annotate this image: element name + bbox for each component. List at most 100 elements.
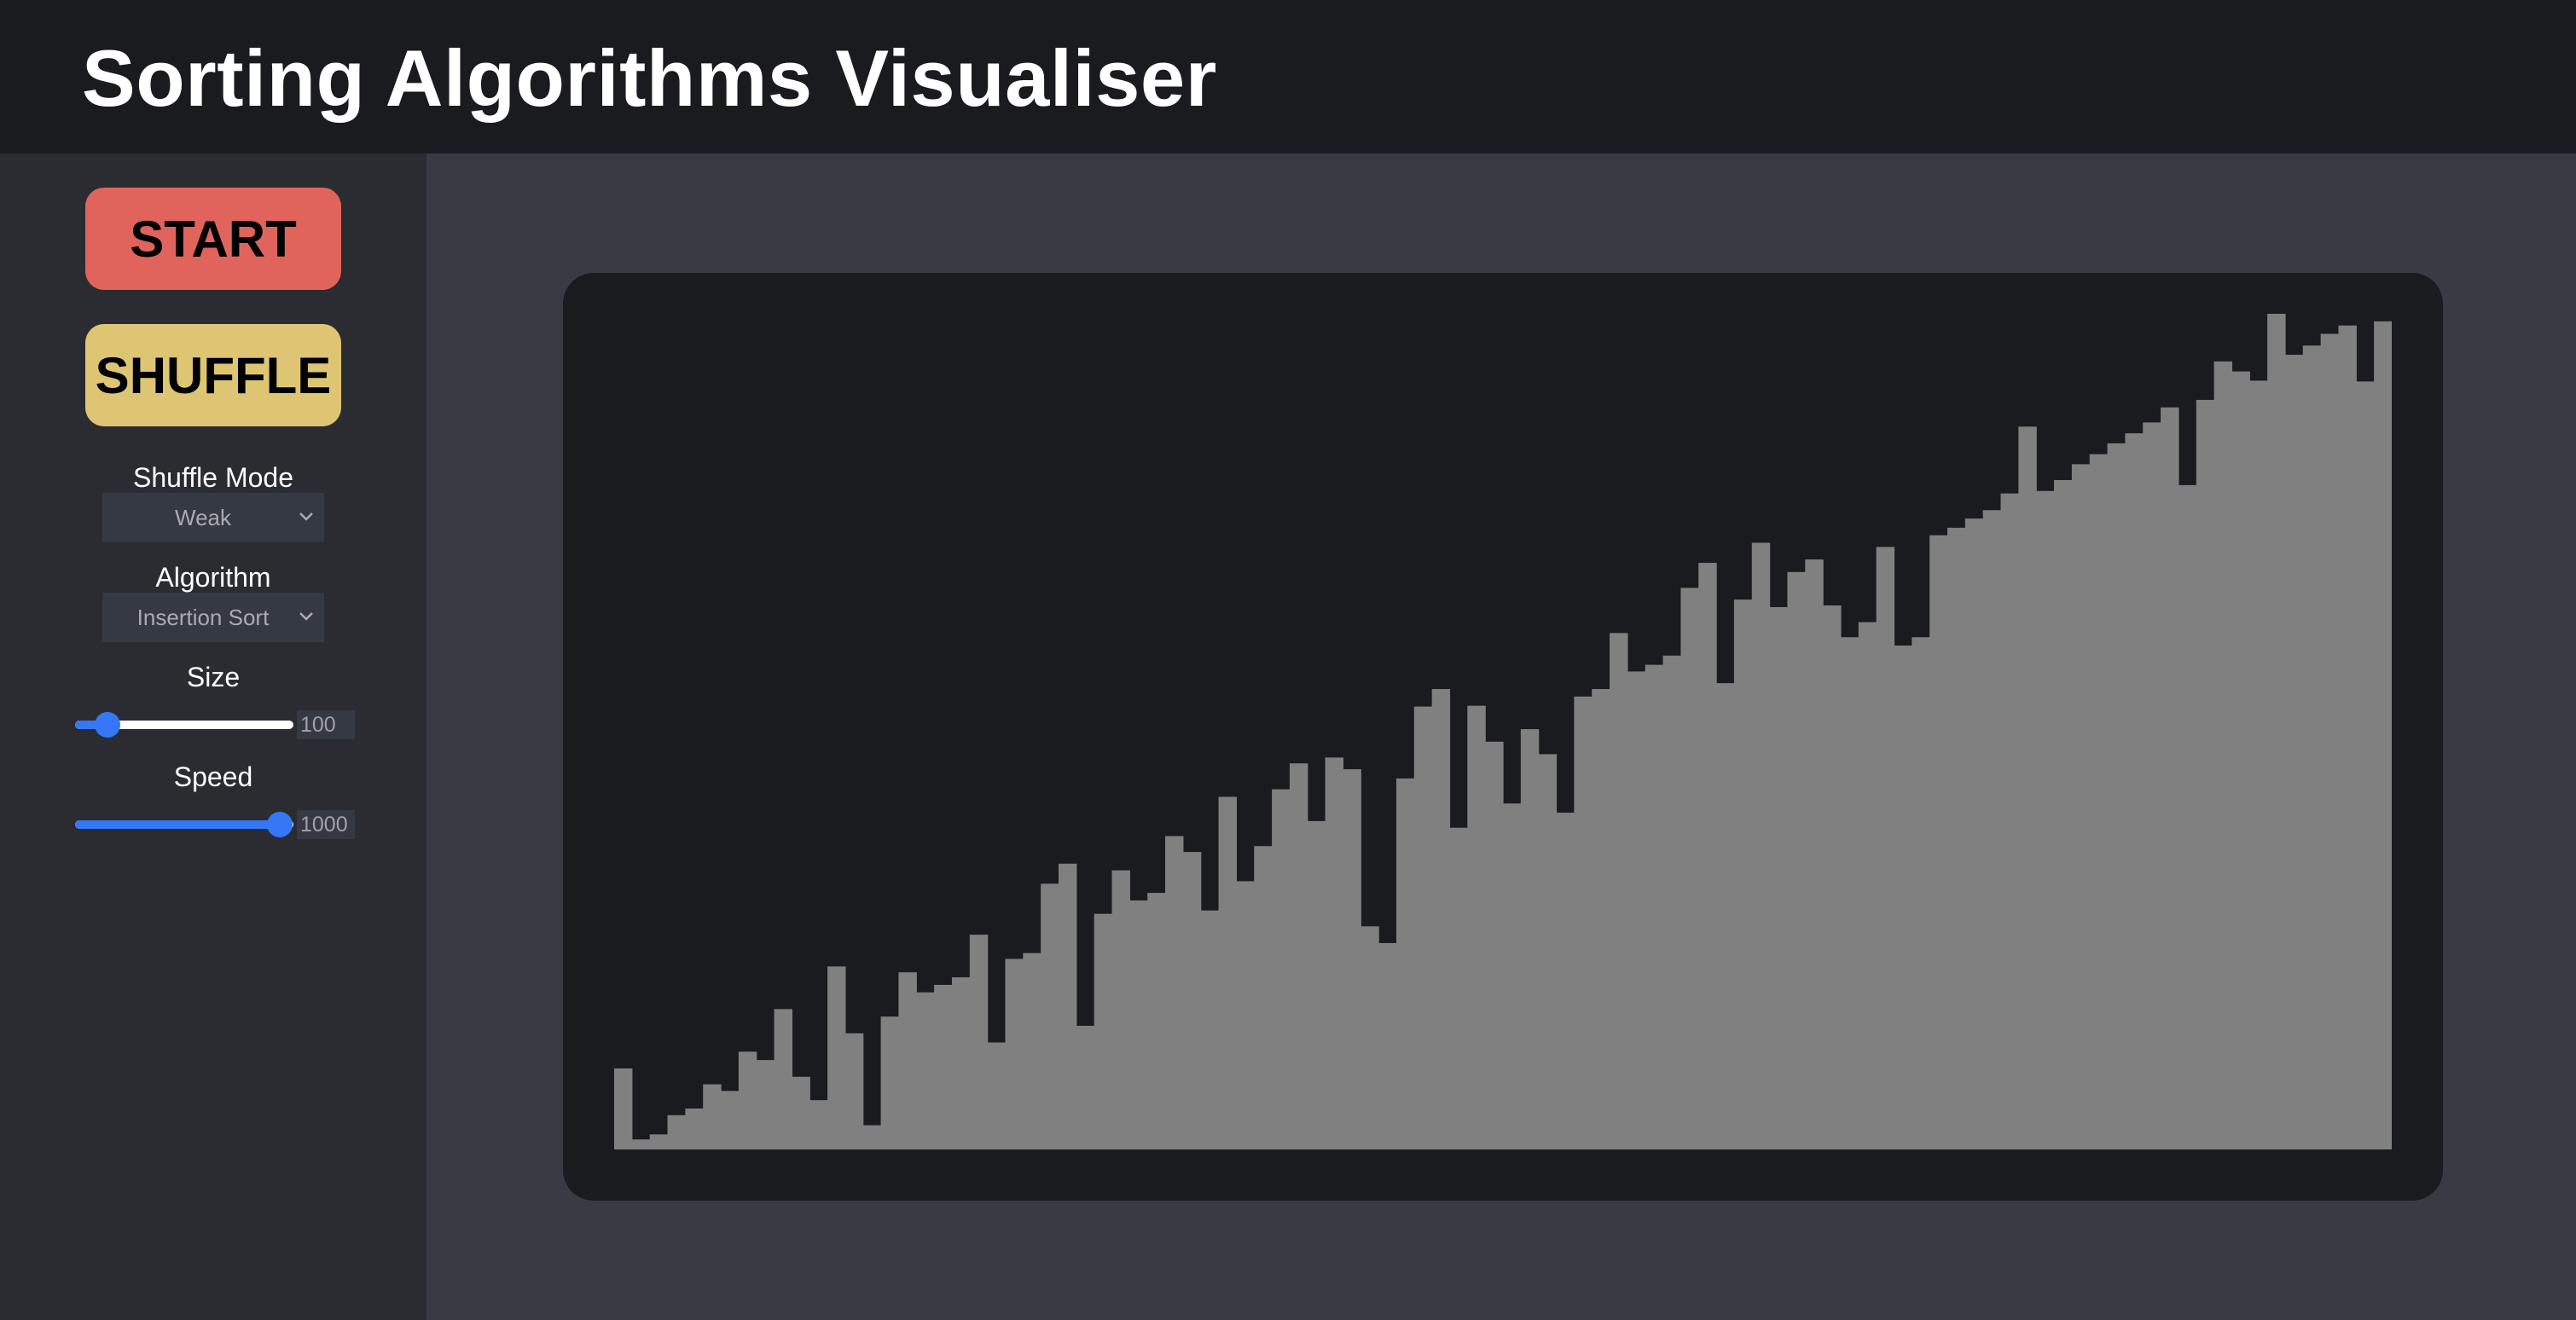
- chevron-down-icon: [299, 612, 313, 621]
- bar-19: [951, 977, 971, 1149]
- bar-68: [1823, 605, 1842, 1149]
- bar-13: [844, 1033, 864, 1149]
- bar-10: [792, 1076, 810, 1149]
- bar-67: [1805, 559, 1824, 1149]
- bar-61: [1698, 563, 1717, 1149]
- bar-3: [667, 1114, 686, 1149]
- size-slider-fill: [75, 721, 108, 729]
- bar-56: [1610, 633, 1628, 1149]
- bar-54: [1574, 696, 1593, 1149]
- bar-74: [1929, 535, 1948, 1149]
- bar-40: [1325, 757, 1344, 1149]
- bar-60: [1680, 588, 1699, 1149]
- start-button[interactable]: START: [85, 188, 341, 290]
- bar-90: [2213, 361, 2233, 1149]
- shuffle-mode-label: Shuffle Mode: [133, 462, 293, 493]
- bar-1: [631, 1139, 651, 1149]
- bar-55: [1592, 689, 1610, 1149]
- shuffle-button[interactable]: SHUFFLE: [85, 324, 341, 426]
- bar-65: [1769, 606, 1789, 1149]
- bar-30: [1147, 893, 1166, 1149]
- bar-76: [1964, 518, 1984, 1149]
- size-slider-track: [75, 721, 293, 729]
- bar-81: [2054, 480, 2073, 1149]
- bar-7: [738, 1051, 757, 1149]
- bar-16: [898, 972, 917, 1149]
- bar-77: [1982, 510, 2002, 1149]
- bar-44: [1395, 778, 1415, 1149]
- bar-95: [2302, 345, 2322, 1149]
- bar-49: [1485, 741, 1504, 1149]
- bar-8: [756, 1060, 775, 1149]
- bar-42: [1361, 926, 1379, 1149]
- bar-6: [721, 1091, 740, 1149]
- bar-5: [703, 1084, 722, 1149]
- bar-34: [1218, 796, 1237, 1149]
- bar-0: [614, 1068, 633, 1149]
- bar-93: [2267, 314, 2286, 1149]
- bar-58: [1645, 664, 1664, 1149]
- bar-83: [2089, 454, 2109, 1149]
- bar-84: [2107, 443, 2126, 1149]
- bar-51: [1520, 729, 1540, 1149]
- size-slider[interactable]: [75, 708, 293, 742]
- bar-21: [987, 1042, 1007, 1149]
- algorithm-select[interactable]: Insertion Sort: [102, 593, 324, 642]
- bar-chart-svg: [614, 314, 2392, 1149]
- bar-33: [1200, 910, 1220, 1149]
- bar-18: [934, 984, 953, 1149]
- bar-72: [1894, 646, 1912, 1149]
- bar-97: [2338, 325, 2357, 1149]
- shuffle-mode-select[interactable]: Weak: [102, 493, 324, 542]
- speed-slider-fill: [75, 820, 280, 829]
- algorithm-value: Insertion Sort: [136, 604, 270, 630]
- bar-78: [2000, 493, 2019, 1149]
- speed-slider[interactable]: [75, 808, 293, 842]
- bar-38: [1289, 763, 1308, 1149]
- bar-31: [1165, 836, 1184, 1149]
- bar-35: [1236, 881, 1255, 1149]
- bar-36: [1254, 846, 1273, 1149]
- bar-29: [1129, 900, 1148, 1149]
- bar-23: [1023, 952, 1041, 1149]
- speed-slider-track: [75, 820, 293, 829]
- bar-28: [1111, 870, 1130, 1149]
- page-title: Sorting Algorithms Visualiser: [82, 33, 1217, 123]
- size-label: Size: [186, 662, 241, 692]
- bar-17: [916, 992, 935, 1149]
- bar-14: [862, 1125, 882, 1149]
- bar-70: [1858, 622, 1877, 1149]
- bar-88: [2178, 484, 2197, 1149]
- bar-24: [1041, 883, 1059, 1149]
- speed-slider-thumb[interactable]: [267, 812, 293, 837]
- bar-22: [1005, 958, 1024, 1149]
- bar-39: [1307, 820, 1326, 1149]
- bar-12: [827, 966, 846, 1149]
- bar-26: [1076, 1025, 1095, 1149]
- control-sidebar: START SHUFFLE Shuffle Mode Weak Algorith…: [0, 153, 426, 1320]
- bar-87: [2161, 407, 2179, 1149]
- bar-64: [1751, 542, 1771, 1149]
- bar-50: [1503, 803, 1522, 1149]
- bar-47: [1449, 827, 1468, 1149]
- bar-43: [1378, 942, 1397, 1149]
- bar-92: [2249, 380, 2268, 1149]
- bar-32: [1182, 852, 1202, 1149]
- bar-59: [1662, 655, 1681, 1149]
- bar-37: [1272, 789, 1291, 1149]
- bar-11: [809, 1100, 828, 1149]
- bar-4: [685, 1108, 704, 1149]
- bar-9: [774, 1009, 792, 1149]
- bar-48: [1467, 705, 1486, 1149]
- bar-80: [2036, 490, 2055, 1149]
- bar-66: [1787, 571, 1806, 1149]
- shuffle-mode-value: Weak: [175, 504, 231, 530]
- algorithm-label: Algorithm: [155, 562, 271, 593]
- bar-82: [2071, 464, 2091, 1149]
- size-value: 100: [297, 710, 355, 739]
- chevron-down-icon: [299, 512, 313, 521]
- bar-89: [2196, 399, 2215, 1149]
- speed-label: Speed: [173, 761, 253, 792]
- bar-99: [2374, 321, 2392, 1149]
- size-slider-thumb[interactable]: [95, 712, 121, 738]
